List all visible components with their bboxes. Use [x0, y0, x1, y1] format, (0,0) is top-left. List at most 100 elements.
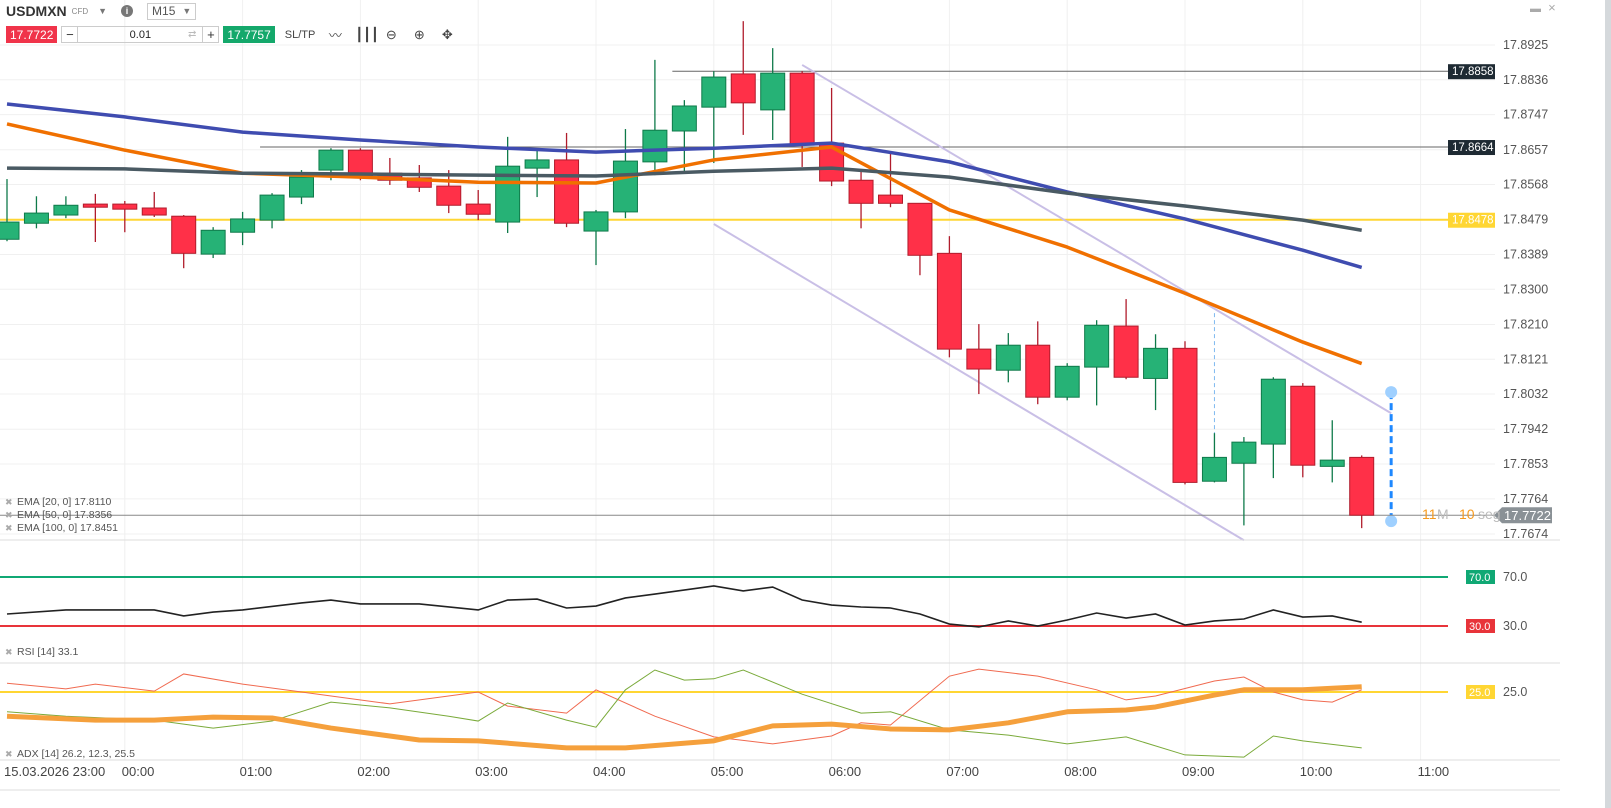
candle-body [1260, 378, 1286, 445]
price-tick-label: 17.8836 [1503, 73, 1548, 87]
candle [1319, 420, 1345, 483]
channel-line [801, 64, 1392, 415]
close-icon[interactable]: × [1548, 0, 1556, 15]
candle [583, 209, 609, 266]
adx-25-tag [1466, 685, 1495, 699]
candle-body [230, 218, 256, 233]
candle [907, 202, 933, 276]
symbol-name[interactable]: USDMXN [6, 3, 67, 19]
candle [230, 211, 256, 246]
price-level-tag [1448, 140, 1495, 156]
sell-button[interactable]: 17.7722 [6, 26, 58, 43]
candle-body [200, 229, 226, 255]
timeframe-value: M15 [152, 4, 176, 18]
candle-body [318, 149, 344, 171]
candlestick-icon[interactable]: ┃┃┃ [355, 26, 379, 42]
candle [642, 59, 668, 176]
candle [995, 333, 1021, 383]
timeframe-select[interactable]: M15 ▼ [147, 2, 197, 20]
candle-body [583, 211, 609, 232]
price-tick-label: 17.8389 [1503, 248, 1548, 262]
increase-volume-button[interactable]: + [207, 27, 215, 42]
candle [1231, 437, 1257, 526]
measure-handle [1385, 515, 1398, 528]
price-level-label: 17.8664 [1452, 142, 1494, 154]
price-level-label: 17.8858 [1452, 66, 1494, 78]
volume-stepper[interactable]: − 0.01 ⇄ + [61, 26, 220, 43]
symbol-bar: USDMXN CFD ▼ i M15 ▼ [6, 2, 197, 20]
candle [465, 190, 491, 221]
rsi-70-tag [1466, 570, 1495, 584]
remove-indicator-icon: ✖ [5, 647, 13, 657]
candle [524, 150, 550, 198]
time-tick-label: 08:00 [1064, 764, 1097, 779]
candle [23, 196, 49, 229]
info-icon[interactable]: i [121, 5, 134, 17]
current-price-label: 17.7722 [1504, 508, 1551, 523]
candle-body [671, 105, 697, 132]
candle-body [1025, 344, 1051, 398]
volume-input[interactable]: 0.01 ⇄ [77, 27, 204, 42]
candle-body [1319, 459, 1345, 467]
candle [1349, 455, 1375, 529]
price-tick-label: 17.8925 [1503, 38, 1548, 52]
candle [0, 179, 20, 242]
candle-body [0, 221, 20, 240]
candle-body [995, 344, 1021, 371]
ema-legend-label: EMA [100, 0] 17.8451 [17, 522, 118, 534]
line-chart-icon[interactable]: 〰 [328, 28, 342, 43]
candle [1201, 433, 1227, 483]
candle-body [141, 207, 167, 216]
candle [612, 129, 638, 219]
price-level-tag [1448, 212, 1495, 228]
chart-overlays [0, 64, 1495, 542]
candle [1025, 321, 1051, 405]
candle-body [23, 212, 49, 224]
countdown-sec: 10 [1459, 506, 1475, 522]
zoom-out-icon[interactable]: ⊖ [385, 26, 397, 42]
time-tick-label: 05:00 [711, 764, 744, 779]
candle [1113, 299, 1139, 380]
price-level-tag [1448, 64, 1495, 80]
adx-tick-label: 25.0 [1503, 685, 1527, 699]
right-scrollbar[interactable] [1605, 0, 1611, 808]
time-tick-label: 10:00 [1300, 764, 1333, 779]
remove-indicator-icon: ✖ [5, 510, 13, 520]
candle-body [966, 348, 992, 370]
crosshair-move-icon[interactable]: ✥ [441, 26, 453, 42]
price-tick-label: 17.7853 [1503, 457, 1548, 471]
minimize-icon[interactable]: ▬ [1530, 3, 1541, 15]
price-tick-label: 17.8657 [1503, 143, 1548, 157]
price-tick-label: 17.7674 [1503, 527, 1548, 541]
buy-button[interactable]: 17.7757 [223, 26, 275, 43]
candle [377, 157, 403, 185]
time-tick-label: 04:00 [593, 764, 626, 779]
swap-icon[interactable]: ⇄ [188, 29, 197, 40]
sltp-button[interactable]: SL/TP [284, 28, 316, 41]
candle [141, 191, 167, 217]
candle [936, 236, 962, 358]
symbol-dropdown-icon[interactable]: ▼ [98, 6, 108, 16]
time-tick-label: 09:00 [1182, 764, 1215, 779]
candle-body [848, 179, 874, 204]
ema-lines [6, 102, 1363, 366]
di-minus-line [6, 668, 1362, 745]
remove-indicator-icon: ✖ [5, 497, 13, 507]
time-tick-label: 01:00 [240, 764, 273, 779]
price-tick-label: 17.8032 [1503, 387, 1548, 401]
candle [671, 100, 697, 173]
zoom-in-icon[interactable]: ⊕ [413, 26, 425, 42]
candle-body [642, 129, 668, 163]
indicator-panes [0, 576, 1448, 758]
rsi-legend-label: RSI [14] 33.1 [17, 646, 78, 658]
price-tick-label: 17.8210 [1503, 317, 1548, 331]
candle [966, 324, 992, 395]
candle-body [760, 72, 786, 111]
candle-body [1349, 456, 1375, 516]
candle [112, 200, 138, 233]
price-level-label: 17.8478 [1452, 215, 1494, 227]
decrease-volume-button[interactable]: − [66, 27, 74, 42]
candle-body [406, 177, 432, 188]
price-tick-label: 17.7764 [1503, 492, 1548, 506]
